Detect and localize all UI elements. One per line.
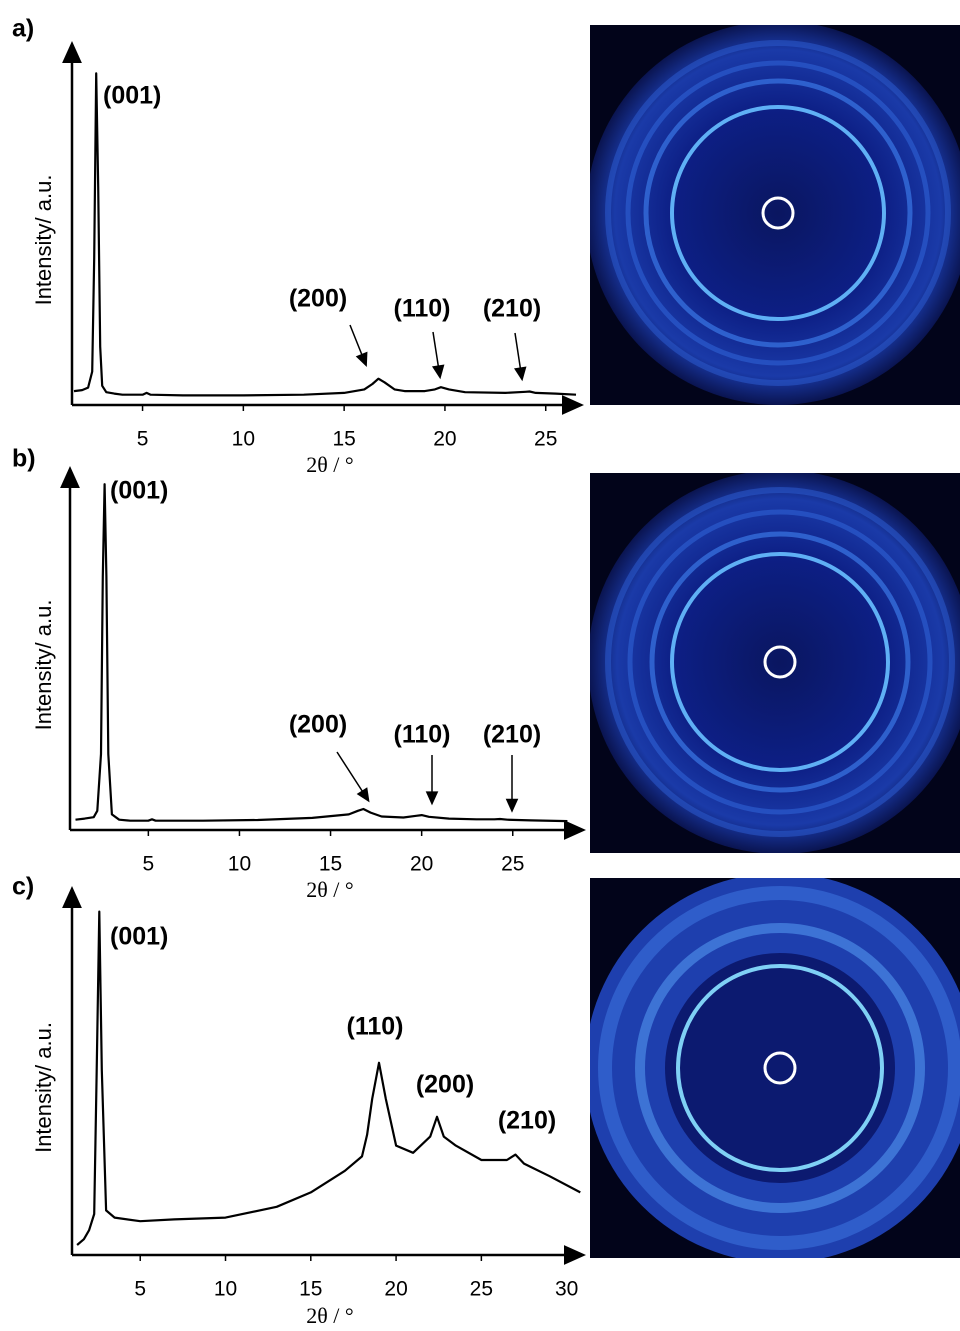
x-tick-label: 5 <box>134 1278 146 1301</box>
x-tick-label: 10 <box>228 853 251 876</box>
peak-label: (001) <box>110 923 168 951</box>
line-series <box>73 72 577 397</box>
peak-label: (110) <box>394 295 451 323</box>
annotation-arrowhead <box>431 364 445 380</box>
annotation-arrowhead <box>355 351 368 367</box>
y-axis-arrow <box>62 886 82 908</box>
diffraction-image <box>590 25 960 405</box>
y-axis-label: Intensity/ a.u. <box>31 175 56 306</box>
peak-label: (210) <box>498 1107 556 1135</box>
x-tick-label: 25 <box>501 853 524 876</box>
peak-label: (200) <box>289 285 347 313</box>
panel-label: c) <box>12 873 34 901</box>
y-axis-label: Intensity/ a.u. <box>31 1022 56 1153</box>
peak-label: (210) <box>483 295 541 323</box>
x-tick-label: 15 <box>332 428 355 451</box>
y-axis-arrow <box>60 466 80 488</box>
x-tick-label: 5 <box>137 428 149 451</box>
annotation-arrowhead <box>514 366 527 382</box>
y-axis-label: Intensity/ a.u. <box>31 600 56 731</box>
peak-label: (001) <box>110 477 168 505</box>
x-tick-label: 25 <box>534 428 557 451</box>
x-tick-label: 15 <box>319 853 342 876</box>
peak-label: (110) <box>347 1013 404 1041</box>
panel-label: a) <box>12 15 34 43</box>
x-tick-label: 10 <box>214 1278 237 1301</box>
x-tick-label: 30 <box>555 1278 578 1301</box>
panel-label: b) <box>12 445 36 473</box>
y-axis-arrow <box>62 41 82 63</box>
diffraction-image <box>590 473 960 853</box>
x-axis-label: 2θ / ° <box>306 452 353 477</box>
x-tick-label: 5 <box>143 853 155 876</box>
line-series <box>75 483 568 823</box>
line-series <box>76 910 581 1246</box>
x-axis-arrow <box>562 395 584 415</box>
x-tick-label: 20 <box>410 853 433 876</box>
x-axis-label: 2θ / ° <box>306 877 353 902</box>
peak-label: (210) <box>483 721 541 749</box>
annotation-arrowhead <box>356 787 370 803</box>
diffraction-image <box>590 878 960 1258</box>
peak-label: (110) <box>394 721 451 749</box>
x-tick-label: 25 <box>470 1278 493 1301</box>
x-tick-label: 10 <box>232 428 255 451</box>
peak-label: (200) <box>289 711 347 739</box>
x-tick-label: 20 <box>384 1278 407 1301</box>
peak-label: (200) <box>416 1071 474 1099</box>
x-axis-label: 2θ / ° <box>306 1303 353 1328</box>
x-axis-arrow <box>564 820 586 840</box>
annotation-arrowhead <box>505 798 519 813</box>
x-axis-arrow <box>564 1245 586 1265</box>
x-tick-label: 20 <box>433 428 456 451</box>
annotation-arrowhead <box>425 791 439 806</box>
peak-label: (001) <box>103 82 161 110</box>
x-tick-label: 15 <box>299 1278 322 1301</box>
